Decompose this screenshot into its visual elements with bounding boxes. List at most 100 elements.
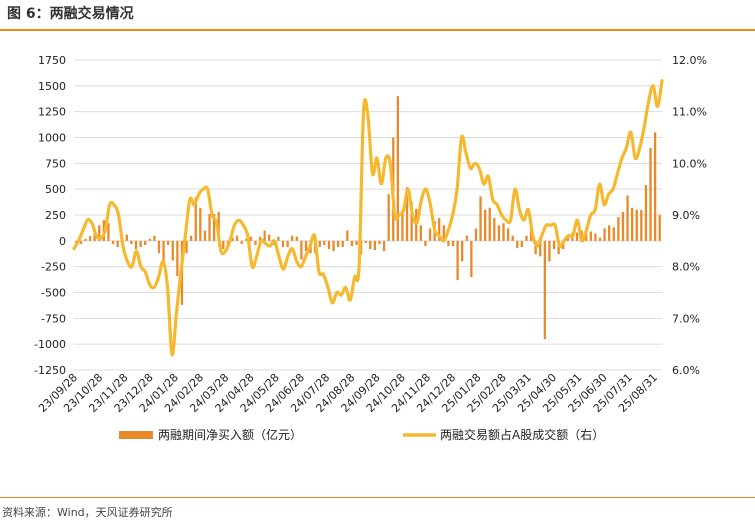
- bar: [598, 237, 602, 241]
- x-axis-ticks: 23/09/2823/10/2823/11/2823/12/2824/01/28…: [36, 371, 660, 415]
- left-tick-label: 1000: [38, 132, 66, 145]
- bar: [552, 240, 556, 250]
- bar: [323, 240, 326, 245]
- bar: [483, 209, 487, 241]
- bar: [621, 211, 625, 241]
- bar: [566, 236, 569, 241]
- bar: [649, 147, 652, 241]
- bar: [534, 240, 537, 255]
- left-tick-label: 1750: [38, 54, 66, 67]
- bar: [465, 235, 468, 241]
- bar: [589, 231, 592, 241]
- bar: [199, 207, 202, 241]
- bar: [506, 228, 510, 241]
- left-tick-label: -1250: [34, 364, 66, 377]
- right-tick-label: 10.0%: [672, 157, 707, 170]
- right-tick-label: 12.0%: [672, 54, 707, 67]
- bar: [479, 196, 482, 241]
- bar: [543, 240, 547, 339]
- bar: [185, 240, 188, 254]
- bar: [93, 232, 96, 241]
- bar: [635, 209, 638, 241]
- left-tick-label: -750: [41, 312, 66, 325]
- bar: [630, 207, 634, 241]
- bar: [456, 240, 459, 281]
- bar: [350, 240, 354, 246]
- bar: [608, 225, 611, 241]
- bar: [451, 240, 455, 246]
- bar: [382, 240, 386, 252]
- bar: [98, 225, 101, 241]
- bar: [525, 235, 528, 241]
- left-tick-label: 250: [45, 209, 66, 222]
- bar: [364, 240, 367, 243]
- bar: [277, 236, 280, 241]
- bar: [134, 240, 138, 250]
- bar: [644, 185, 648, 241]
- bar: [153, 235, 156, 241]
- bar: [497, 225, 501, 241]
- bar: [203, 230, 207, 241]
- bar: [405, 187, 409, 241]
- left-tick-label: 500: [45, 183, 66, 196]
- bar: [539, 240, 542, 257]
- left-tick-label: 750: [45, 157, 66, 170]
- legend: 两融期间净买入额（亿元） 两融交易额占A股成交额（右）: [119, 427, 604, 442]
- legend-bar-swatch: [119, 431, 153, 439]
- bar: [268, 234, 271, 241]
- bar: [291, 235, 294, 241]
- bar: [516, 240, 519, 249]
- bar: [263, 230, 266, 241]
- bar: [419, 225, 422, 241]
- bar: [231, 237, 234, 241]
- bar: [194, 197, 197, 241]
- bar: [130, 240, 133, 244]
- bar: [401, 209, 404, 241]
- bar: [304, 240, 308, 252]
- bar: [79, 240, 83, 244]
- bar: [139, 240, 142, 248]
- bar: [594, 233, 597, 241]
- bar: [318, 240, 321, 248]
- left-tick-label: -1000: [34, 338, 66, 351]
- source-note: 资料来源：Wind，天风证券研究所: [2, 506, 173, 519]
- line-path: [72, 79, 664, 357]
- right-tick-label: 8.0%: [672, 261, 700, 274]
- bar: [341, 240, 344, 248]
- line-series: [72, 79, 664, 357]
- chart: -1250 -1000 -750 -500 -250 0 250 500 750 1000 1250…: [34, 54, 707, 442]
- bar: [167, 240, 170, 245]
- bar: [626, 195, 629, 241]
- bar: [116, 240, 119, 248]
- bar: [438, 218, 441, 241]
- bar: [171, 240, 174, 261]
- left-tick-label: 1250: [38, 106, 66, 119]
- bar: [387, 194, 390, 241]
- bar: [189, 235, 193, 241]
- bar: [474, 228, 478, 241]
- bar: [258, 236, 262, 241]
- bar: [617, 217, 620, 241]
- bar: [424, 240, 427, 246]
- bar: [212, 213, 216, 241]
- left-tick-label: 1500: [38, 80, 66, 93]
- bar: [520, 240, 524, 248]
- bar: [612, 227, 615, 241]
- bar: [502, 223, 505, 241]
- bar: [603, 228, 606, 241]
- bar: [410, 201, 413, 241]
- right-axis-ticks: 6.0% 7.0% 8.0% 9.0% 10.0% 11.0% 12.0%: [672, 54, 707, 377]
- bar: [396, 96, 400, 241]
- bar: [235, 235, 239, 241]
- right-tick-label: 11.0%: [672, 106, 707, 119]
- bar: [249, 236, 253, 241]
- bar: [254, 240, 257, 245]
- left-tick-label: -500: [41, 287, 66, 300]
- bar: [378, 240, 381, 244]
- bar: [144, 240, 147, 245]
- bar: [88, 236, 92, 241]
- bar: [493, 218, 496, 241]
- title-rule: [0, 29, 755, 31]
- bar: [281, 240, 285, 248]
- bar: [575, 232, 579, 241]
